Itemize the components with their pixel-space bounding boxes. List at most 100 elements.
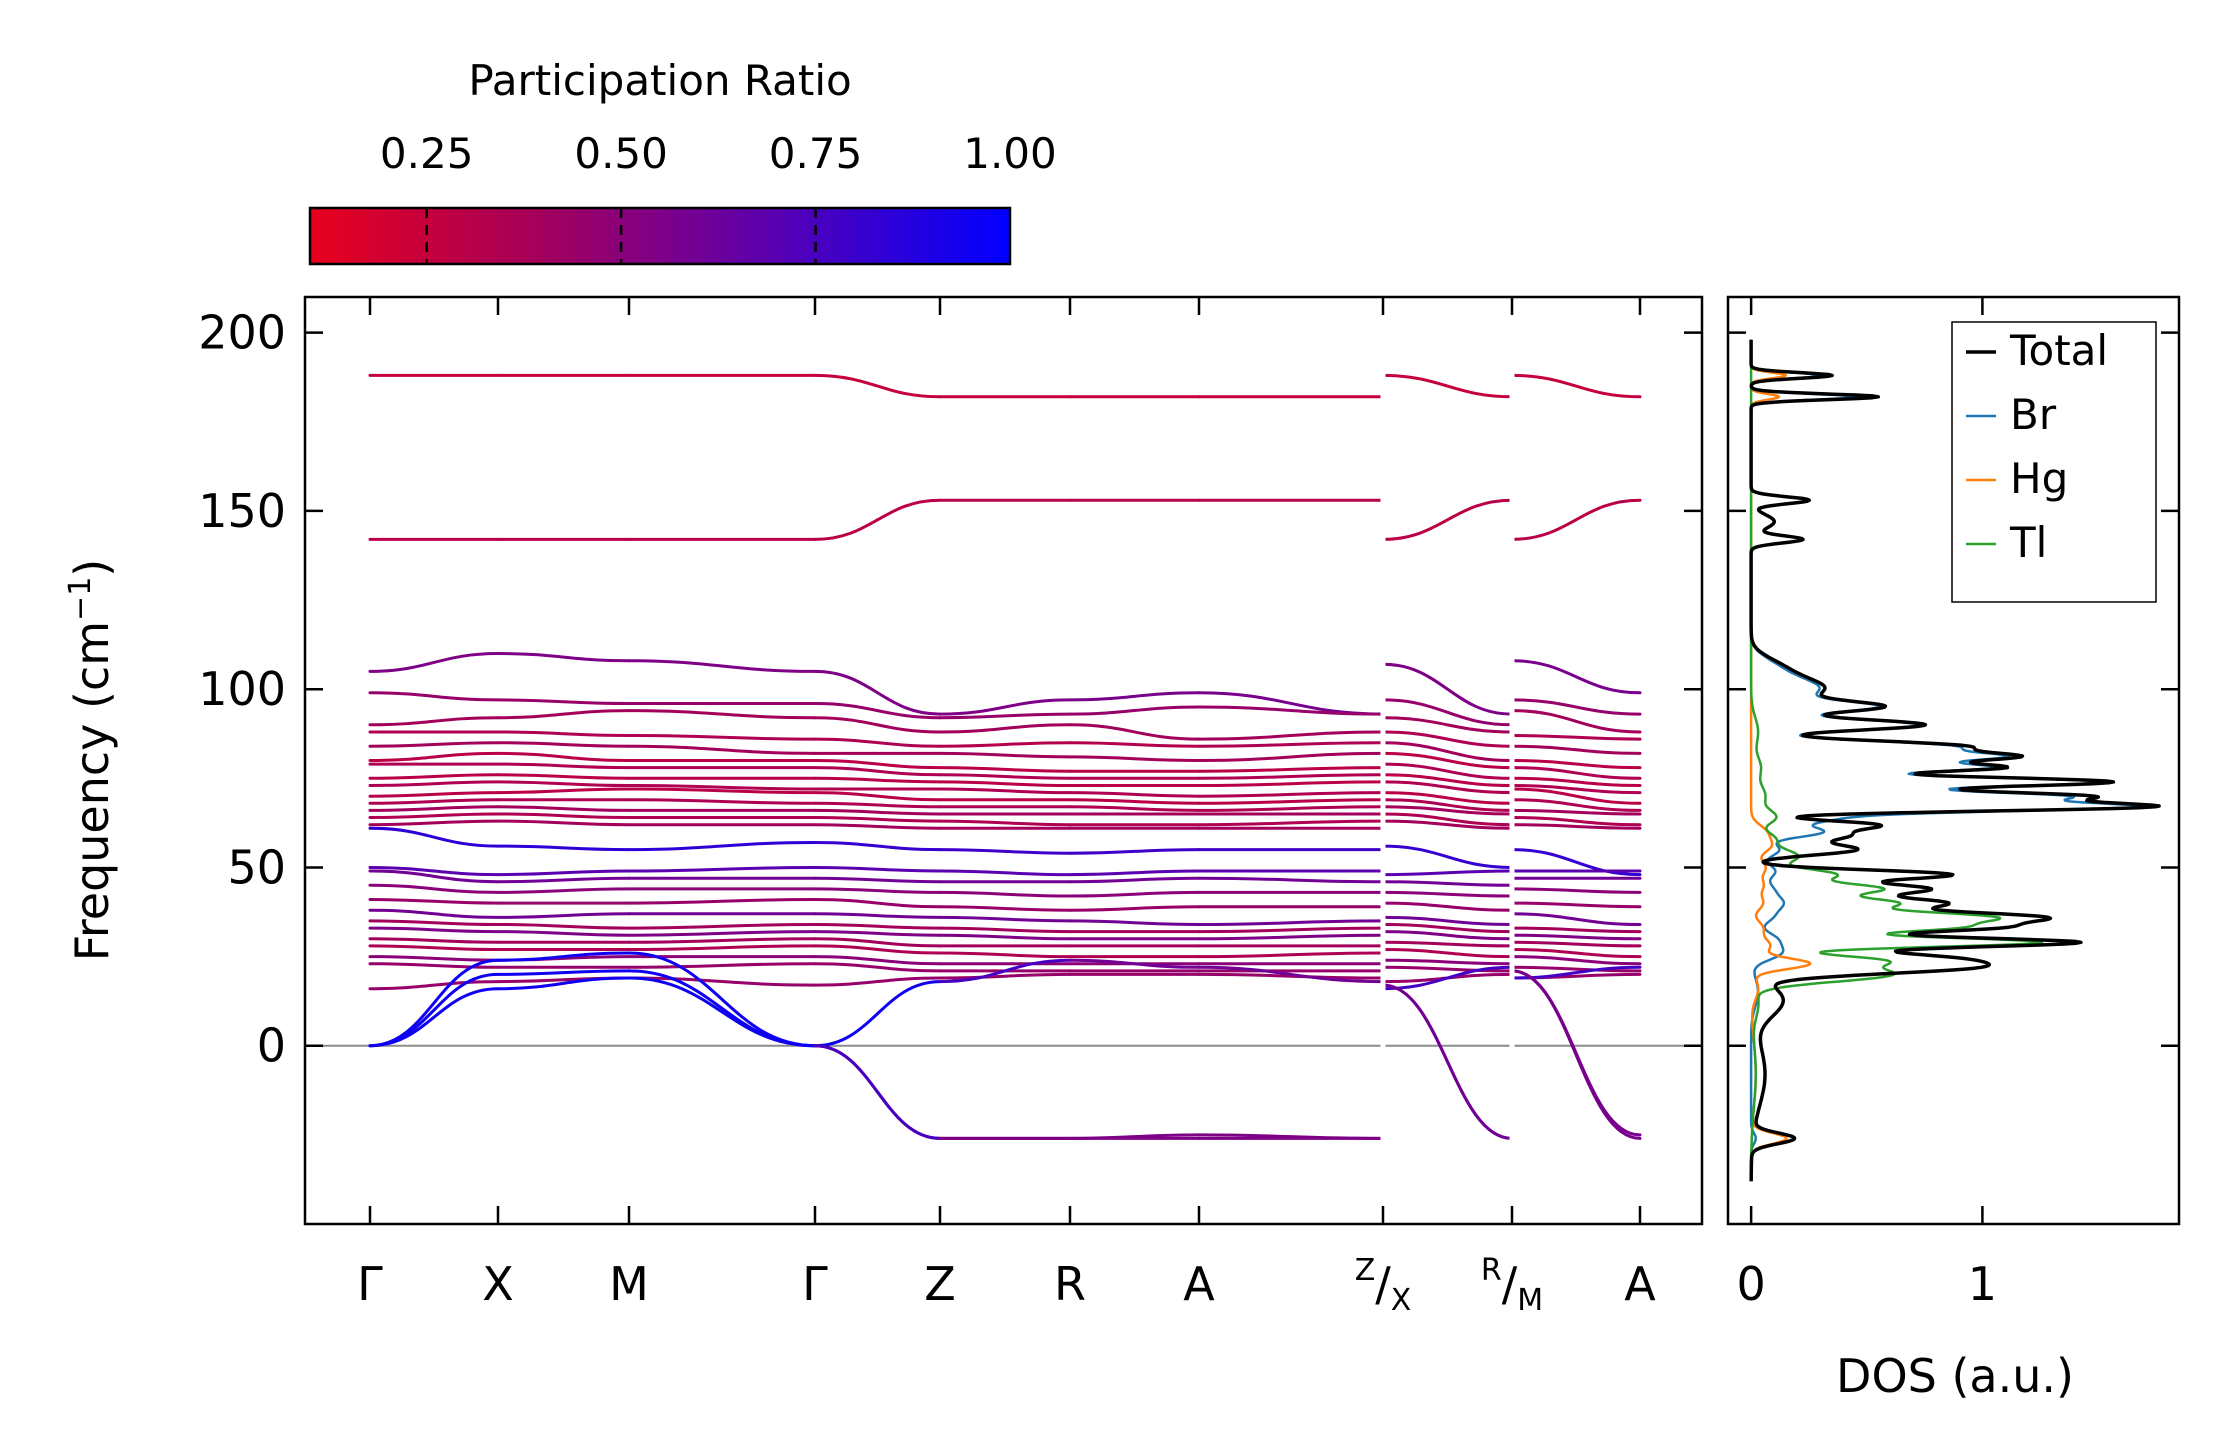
band-2-seg3-piece (1510, 659, 1642, 695)
band-8-seg1-piece (1197, 773, 1385, 780)
band-6-seg1-piece (627, 744, 817, 755)
legend-label-tl: Tl (2009, 518, 2047, 567)
band-9-seg1-piece (938, 780, 1072, 787)
band-16-seg1-piece (496, 844, 631, 852)
band-30-seg1-piece (496, 969, 631, 976)
band-19-seg3-piece (1510, 887, 1642, 894)
band-21-seg1-piece (496, 912, 631, 919)
band-7-seg1-piece (1197, 766, 1385, 773)
colorbar-tick-label: 1.00 (963, 129, 1057, 178)
band-9-seg1-piece (813, 776, 942, 784)
band-5-seg1-piece (938, 741, 1072, 748)
band-y-axis-label: Frequency (cm−1) (63, 559, 119, 962)
colorbar-label: Participation Ratio (468, 56, 851, 105)
band-x-tick-label: M (609, 1257, 649, 1311)
band-17-seg1-piece (368, 866, 500, 877)
band-21-seg1-piece (1068, 919, 1201, 926)
band-0-seg1-piece (813, 373, 942, 399)
band-18-seg1-piece (496, 876, 631, 884)
band-x-tick-label: Γ (357, 1257, 383, 1311)
band-5-seg3-piece (1510, 734, 1642, 741)
band-11-seg1-piece (368, 791, 500, 798)
band-1-seg1-piece (813, 498, 942, 541)
band-5-seg1-piece (627, 734, 817, 741)
band-21-seg1-piece (368, 908, 500, 919)
band-21-seg1-piece (938, 915, 1072, 923)
colorbar-tick-label: 0.25 (380, 129, 474, 178)
band-4-seg1-piece (368, 716, 500, 727)
band-10-seg1-piece (1068, 791, 1201, 798)
band-23-seg3-piece (1510, 933, 1642, 941)
band-22-seg1-piece (813, 923, 942, 930)
band-x-tick-label: Γ (802, 1257, 828, 1311)
band-17-seg2-piece (1381, 869, 1514, 877)
band-23-seg1-piece (496, 930, 631, 937)
band-3-seg3-piece (1510, 698, 1642, 716)
band-11-seg1-piece (1068, 798, 1201, 805)
band-8-seg2-piece (1381, 762, 1514, 780)
band-24-seg1-piece (368, 937, 500, 944)
band-9-seg1-piece (496, 773, 631, 780)
band-29-seg1-piece (1068, 958, 1201, 969)
band-14-seg3-piece (1510, 816, 1642, 827)
band-16-seg3-piece (1510, 848, 1642, 877)
band-lines (368, 373, 1642, 1140)
band-22-seg1-piece (627, 923, 817, 930)
band-18-seg1-piece (813, 876, 942, 884)
dos-x-tick-label: 1 (1968, 1257, 1997, 1311)
band-5-seg1-piece (813, 737, 942, 748)
band-10-seg1-piece (368, 780, 500, 787)
band-x-ticks: Γ X M Γ Z R A Z/XR/M A (357, 297, 1656, 1318)
band-x-tick-label: A (1183, 1257, 1215, 1311)
band-27-seg1-piece (627, 962, 817, 969)
band-23-seg1-piece (1197, 933, 1385, 941)
band-16-seg1-piece (368, 826, 500, 848)
band-3-seg1-piece (1068, 705, 1201, 716)
band-4-seg1-piece (938, 723, 1072, 734)
band-9-seg1-piece (1197, 780, 1385, 787)
band-4-seg1-piece (1197, 730, 1385, 741)
band-23-seg2-piece (1381, 930, 1514, 941)
band-31-seg1-piece (368, 958, 500, 1048)
band-20-seg2-piece (1381, 901, 1514, 912)
band-16-seg1-piece (1068, 848, 1201, 855)
band-10-seg1-piece (1197, 791, 1385, 798)
band-7-seg1-piece (813, 759, 942, 770)
band-7-seg1-piece (368, 751, 500, 762)
colorbar-ticks: 0.25 0.50 0.75 1.00 (380, 129, 1057, 264)
band-13-seg1-piece (368, 805, 500, 812)
ylabel-sup: −1 (63, 577, 98, 621)
band-14-seg1-piece (1197, 819, 1385, 827)
band-25-seg1-piece (1197, 951, 1385, 959)
band-23-seg1-piece (627, 930, 817, 937)
band-28-seg1-piece (1197, 972, 1385, 980)
band-7-seg1-piece (938, 766, 1072, 773)
band-31-seg2-piece (1381, 983, 1514, 1140)
band-28-seg1-piece (368, 980, 500, 991)
x-tick-sup: Z (1355, 1253, 1376, 1288)
band-31-seg1-piece (496, 951, 631, 962)
legend-label-br: Br (2010, 390, 2057, 439)
band-27-seg1-piece (813, 962, 942, 973)
band-y-ticks: 0 50 100 150 200 (198, 306, 1702, 1073)
band-6-seg1-piece (1068, 755, 1201, 762)
band-27-seg3-piece (1510, 965, 1642, 973)
band-29-seg1-piece (496, 976, 631, 991)
band-9-seg2-piece (1381, 773, 1514, 787)
band-2-seg1-piece (813, 669, 942, 716)
band-10-seg1-piece (627, 784, 817, 791)
band-10-seg1-piece (496, 780, 631, 787)
band-27-seg2-piece (1381, 965, 1514, 973)
band-22-seg1-piece (496, 923, 631, 930)
band-11-seg1-piece (1197, 798, 1385, 805)
band-31-seg3-piece (1510, 969, 1642, 1140)
band-15-seg1-piece (368, 819, 500, 827)
segment-gap (1509, 299, 1515, 1222)
band-18-seg2-piece (1381, 880, 1514, 887)
band-x-tick-label-compound: R/M (1481, 1253, 1543, 1318)
band-17-seg1-piece (496, 869, 631, 877)
band-28-seg1-piece (938, 972, 1072, 980)
